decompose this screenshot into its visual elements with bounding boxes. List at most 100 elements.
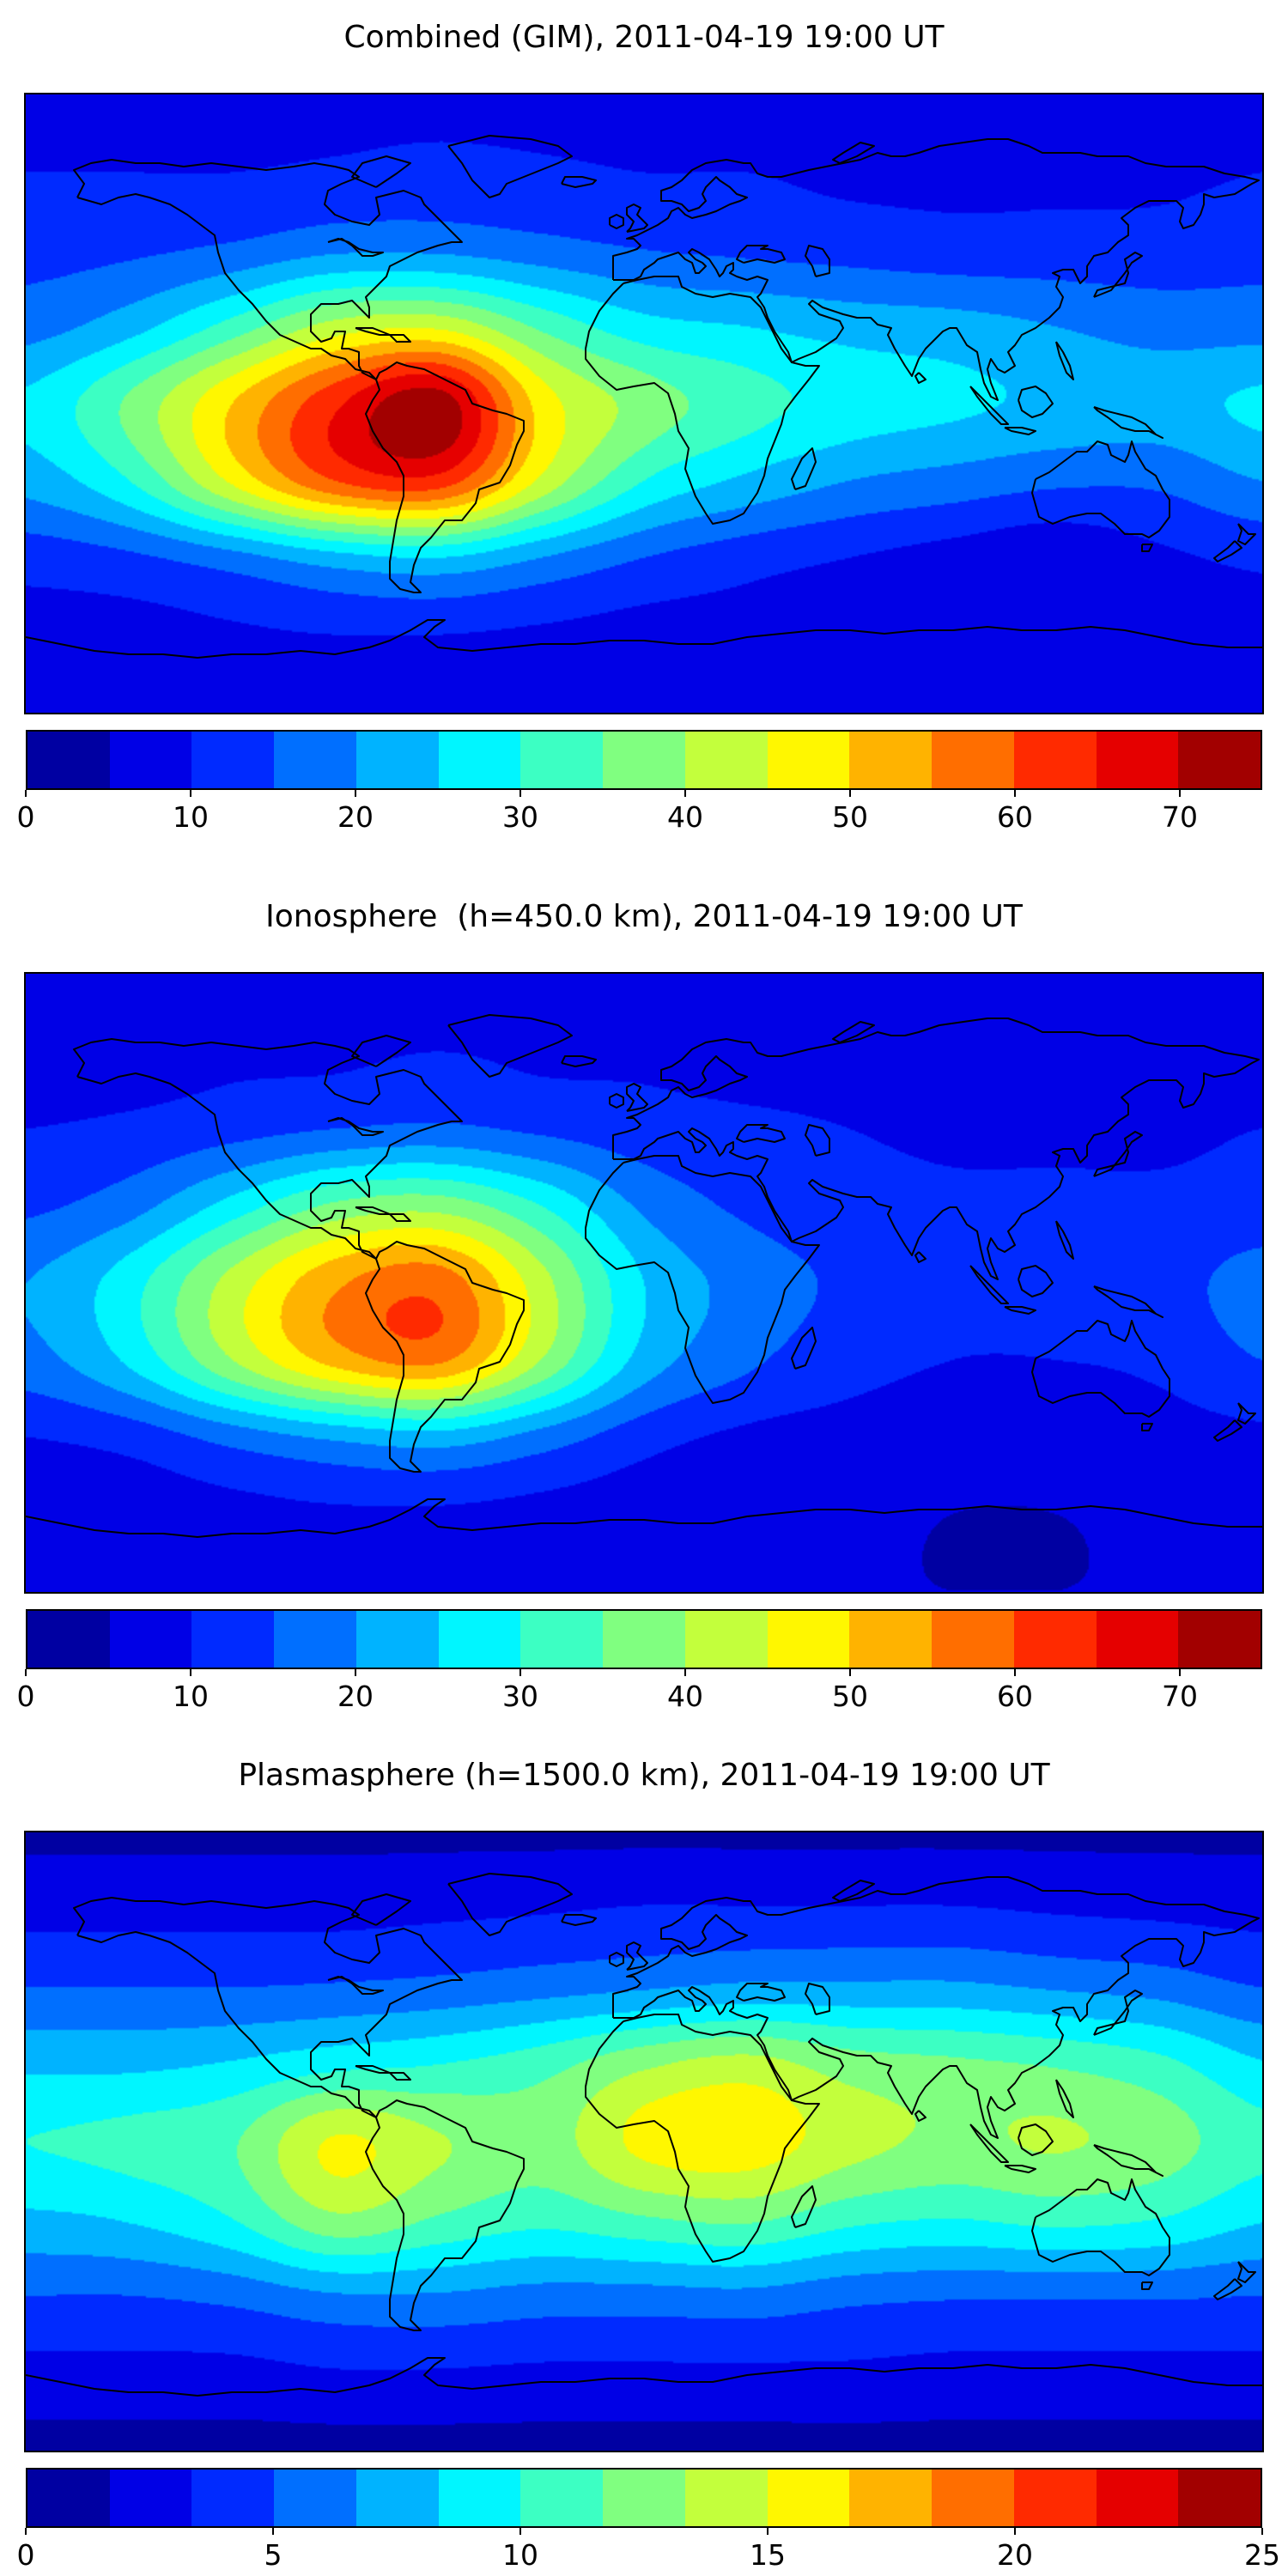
coastline-path [1141,544,1153,552]
coastline-path [365,361,525,593]
coastline-path [626,1941,648,1971]
colorbar-segment [767,1611,850,1668]
coastline-path [736,245,786,264]
coastline-path [351,1035,411,1067]
coastline-path [1004,1306,1036,1315]
colorbar-tick-label: 50 [832,800,868,834]
colorbar-tick [190,1669,191,1676]
colorbar-segment [1096,2470,1179,2526]
coastline-path [1018,1265,1054,1297]
colorbar-segment [438,2470,521,2526]
coastline-path [389,334,411,343]
coastline-path [626,1083,648,1112]
colorbar-segment [27,1611,110,1668]
coastline-path [447,1014,573,1078]
colorbar-bar [26,730,1262,790]
colorbar-tick-label: 40 [667,1680,703,1713]
coastline-path [1018,2123,1054,2156]
colorbar-tick [1014,2528,1016,2535]
coastline-path [585,276,820,525]
colorbar-segment [1013,1611,1097,1668]
coastline-path [1093,252,1143,298]
map-canvas [26,94,1262,713]
colorbar-tick-label: 0 [16,2538,35,2572]
colorbar-segment [684,732,768,788]
coastline-path [736,1983,786,2002]
colorbar-segment [767,2470,850,2526]
coastline-path [389,2072,411,2081]
coastline-path [832,1880,875,1902]
coastline-path [355,327,391,336]
colorbar-tick [849,1669,851,1676]
map-plasmasphere [24,1831,1264,2452]
coastline-path [365,1241,525,1473]
map-ionosphere [24,972,1264,1594]
colorbar-tick-label: 70 [1162,1680,1198,1713]
coastline-path [914,1251,927,1263]
colorbar-segment [767,732,850,788]
coastline-path [355,1206,391,1215]
coastline-path [26,619,1262,659]
colorbar-segment [1096,1611,1179,1668]
coastline-path [1213,2278,1242,2300]
coastline-path [805,1983,830,2015]
coastline-path [327,1117,384,1136]
colorbar-tick-label: 0 [16,800,35,834]
coastline-path [1237,523,1256,545]
colorbar-segment [355,1611,439,1668]
colorbar: 0 5 10 15 20 25 [17,2468,1280,2576]
colorbar-segment [438,1611,521,1668]
colorbar-tick-label: 15 [750,2538,786,2572]
colorbar-segment [274,2470,356,2526]
colorbar-segment [1178,732,1261,788]
colorbar-segment [191,2470,275,2526]
colorbar-segment [520,732,604,788]
panel-title: Ionosphere (h=450.0 km), 2011-04-19 19:0… [265,899,1023,934]
colorbar-segment [603,732,685,788]
coastlines-svg [26,1873,1262,2397]
coastline-path [914,372,927,384]
colorbar-segment [109,2470,192,2526]
colorbar-bar [26,2468,1262,2528]
colorbar-segment [355,732,439,788]
colorbar-segment [684,2470,768,2526]
colorbar-segment [520,1611,604,1668]
colorbar-tick [684,1669,686,1676]
colorbar-segment [355,2470,439,2526]
colorbar-segment [1096,732,1179,788]
colorbar-segment [191,1611,275,1668]
colorbar-bar [26,1609,1262,1669]
coastline-path [609,1952,624,1967]
coastline-path [327,238,384,257]
colorbar-tick [1014,1669,1016,1676]
coastline-path [355,2065,391,2074]
colorbar-tick [1179,1669,1181,1676]
colorbar-segment [109,732,192,788]
colorbar-segment [849,2470,933,2526]
coastline-path [1031,2178,1170,2276]
coastline-path [1055,1220,1074,1260]
colorbar-segment [932,2470,1014,2526]
coastline-path [914,2110,927,2122]
colorbar-labels: 0 10 20 30 40 50 60 70 [17,800,1262,838]
coastline-path [1093,1131,1143,1177]
colorbar-segment [520,2470,604,2526]
coastline-path [612,1018,1260,1280]
colorbar-ticks [25,1669,1262,1678]
colorbar-ticks [25,2528,1263,2537]
panel-title: Plasmasphere (h=1500.0 km), 2011-04-19 1… [238,1758,1050,1793]
coastline-path [327,1976,384,1995]
colorbar-tick [355,790,356,797]
colorbar-tick [519,1669,521,1676]
colorbar-tick [767,2528,769,2535]
colorbar-segment [1178,1611,1261,1668]
coastline-path [736,1124,786,1143]
colorbar-tick [849,790,851,797]
coastline-path [561,1055,597,1067]
colorbar-tick-label: 10 [173,1680,209,1713]
colorbar-segment [1013,2470,1097,2526]
coastline-path [1093,2144,1163,2177]
colorbar-tick-label: 60 [997,1680,1033,1713]
coastline-path [609,1093,624,1109]
coastline-path [1093,1990,1143,2036]
